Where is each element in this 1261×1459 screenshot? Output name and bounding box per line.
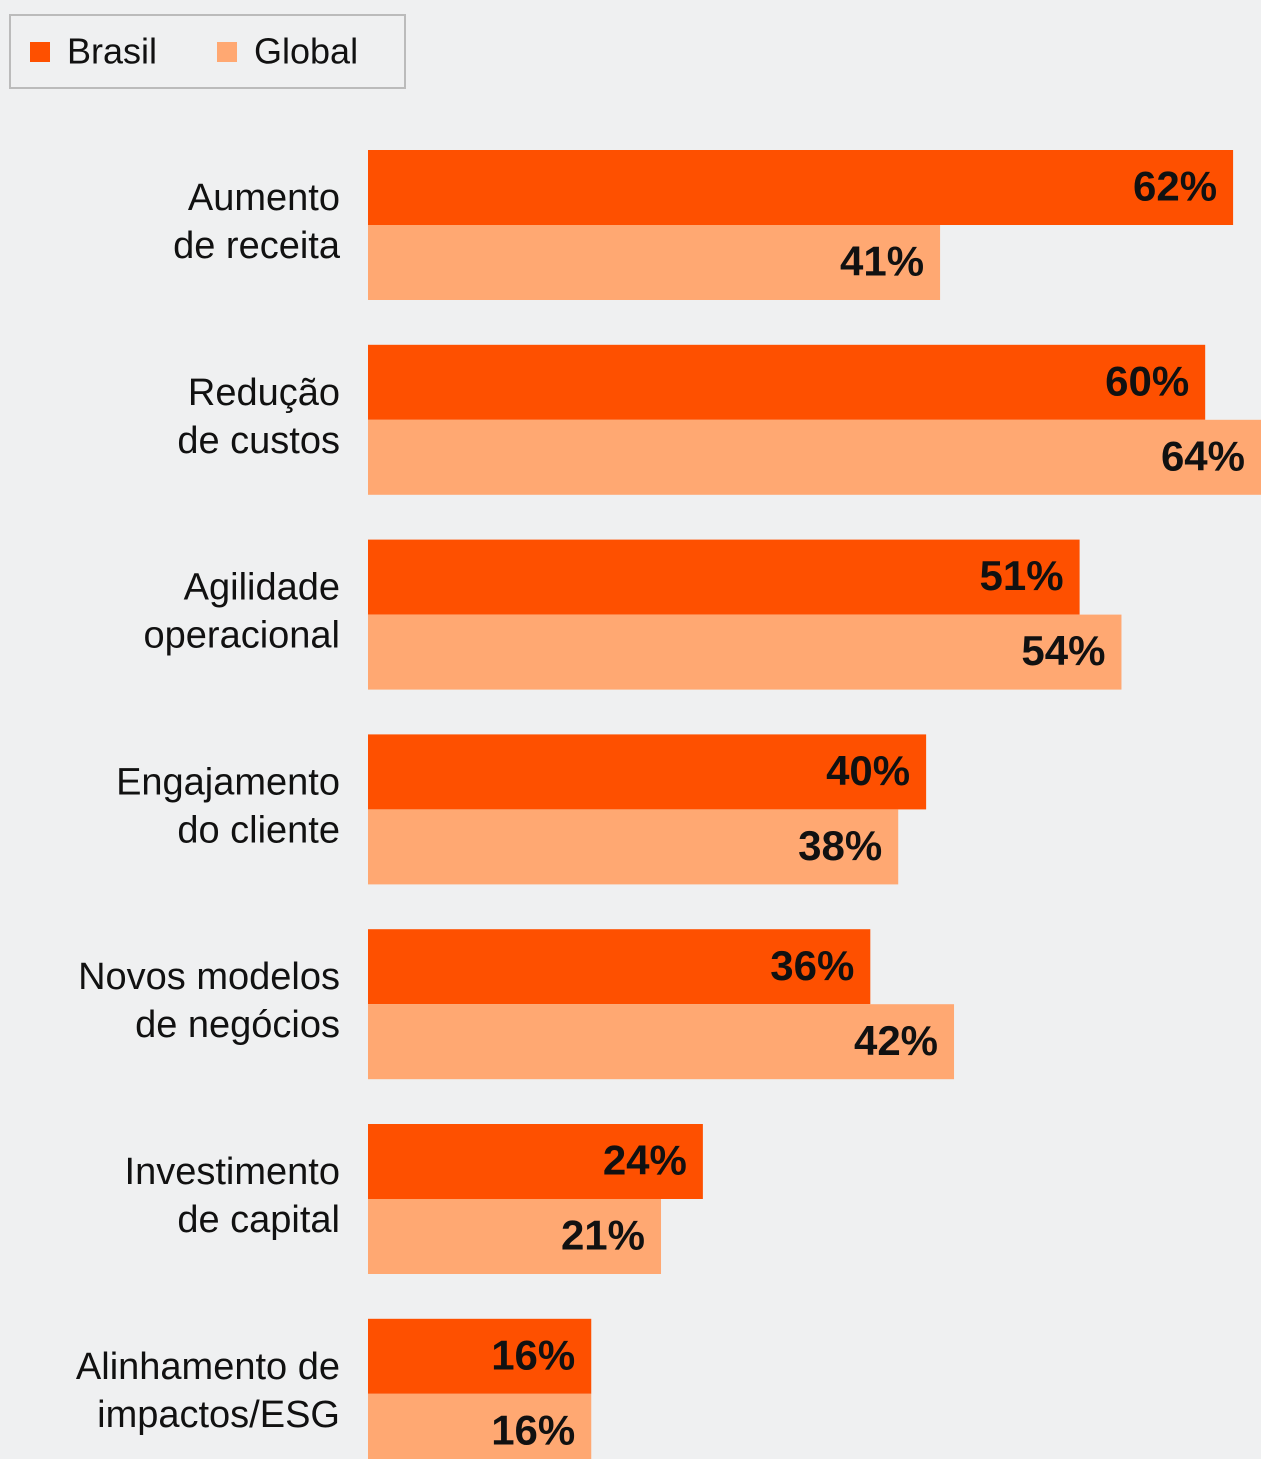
value-label: 38%: [798, 822, 882, 869]
value-label: 62%: [1133, 163, 1217, 210]
category-label: Investimento: [125, 1151, 340, 1193]
bar: [368, 1318, 592, 1394]
category-label: Engajamento: [116, 761, 340, 803]
value-label: 51%: [980, 552, 1064, 599]
value-label: 36%: [770, 942, 854, 989]
category-label: de custos: [177, 420, 340, 462]
category-label: de receita: [173, 225, 341, 267]
category-label: do cliente: [177, 809, 340, 851]
bar: [368, 614, 1122, 690]
bar: [368, 929, 871, 1005]
legend-box: [9, 14, 406, 89]
value-label: 54%: [1021, 627, 1105, 674]
bar: [368, 809, 899, 885]
value-label: 40%: [826, 747, 910, 794]
bar: [368, 1004, 955, 1080]
bar: [368, 1393, 592, 1459]
value-label: 21%: [561, 1212, 645, 1259]
legend-label: Global: [254, 31, 358, 72]
value-label: 16%: [491, 1331, 575, 1378]
category-label: Alinhamento de: [76, 1346, 340, 1388]
category-label: Novos modelos: [78, 956, 340, 998]
bar: [368, 1124, 703, 1199]
bar: [368, 344, 1206, 420]
value-label: 24%: [603, 1137, 687, 1184]
bar: [368, 1199, 662, 1274]
category-label: Aumento: [188, 177, 340, 219]
bar: [368, 419, 1261, 495]
category-label: de capital: [177, 1199, 340, 1241]
category-label: Redução: [188, 372, 340, 414]
legend-label: Brasil: [67, 31, 157, 72]
bar: [368, 225, 941, 300]
value-label: 64%: [1161, 432, 1245, 479]
bar: [368, 539, 1080, 615]
category-label: operacional: [144, 615, 340, 657]
value-label: 42%: [854, 1017, 938, 1064]
value-label: 60%: [1105, 357, 1189, 404]
bar: [368, 734, 927, 810]
legend-swatch: [30, 42, 50, 62]
legend-swatch: [217, 42, 237, 62]
value-label: 41%: [840, 238, 924, 285]
category-label: Agilidade: [184, 567, 340, 609]
category-label: impactos/ESG: [97, 1394, 340, 1436]
category-label: de negócios: [135, 1004, 340, 1046]
value-label: 16%: [491, 1406, 575, 1453]
bar: [368, 150, 1234, 225]
